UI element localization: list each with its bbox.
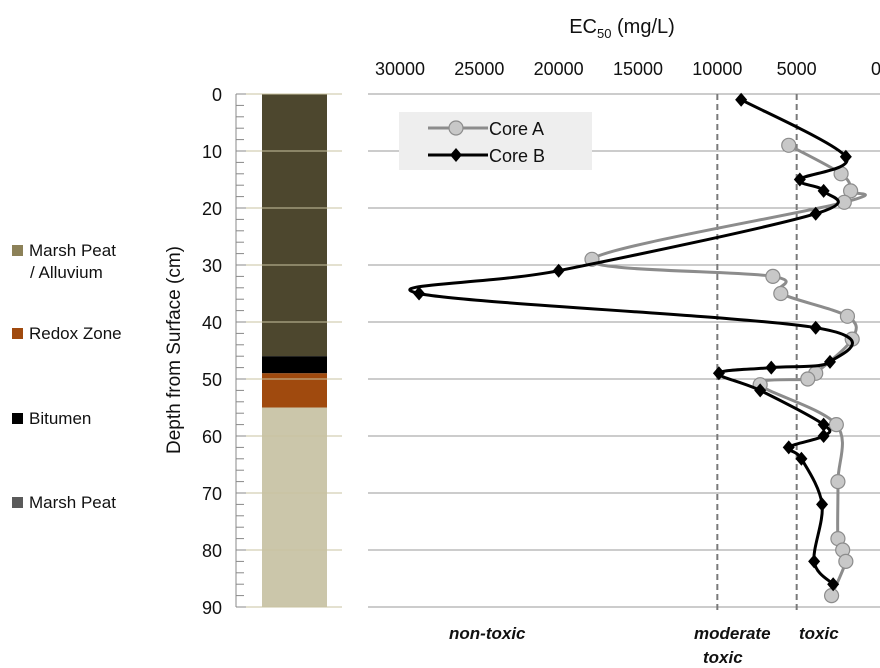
legend-swatch: [12, 245, 23, 256]
y-tick-label: 50: [202, 370, 222, 390]
horizontal-gridlines: [368, 93, 880, 608]
x-tick-label: 15000: [613, 59, 663, 79]
data-point: [413, 286, 426, 301]
series-core-b: [408, 92, 854, 592]
data-point: [795, 451, 808, 466]
category-toxic: toxic: [799, 624, 839, 643]
data-point: [735, 92, 748, 107]
data-point: [765, 268, 781, 284]
legend-marker: [450, 148, 462, 162]
lithology-legend-item: Redox Zone: [12, 323, 122, 345]
data-point: [765, 360, 778, 375]
y-axis-title: Depth from Surface (cm): [164, 246, 185, 454]
legend-swatch: [12, 497, 23, 508]
data-point: [827, 577, 840, 592]
data-point: [817, 429, 830, 443]
data-point: [782, 440, 795, 455]
data-point: [817, 417, 830, 432]
data-point: [838, 553, 854, 570]
y-tick-label: 90: [202, 598, 222, 618]
x-axis-title-main: EC: [569, 16, 597, 38]
legend-label: Bitumen: [29, 409, 92, 428]
data-point: [552, 263, 565, 278]
x-tick-label: 30000: [375, 59, 425, 79]
legend-label: Core B: [489, 146, 545, 166]
y-tick-label: 0: [212, 85, 222, 105]
depth-axis: 0 10 20 30 40 50 60 70 80 90: [202, 85, 342, 618]
legend-label: Core A: [489, 119, 544, 139]
data-point: [773, 285, 789, 302]
category-non-toxic: non-toxic: [449, 624, 526, 643]
legend-marker: [448, 120, 464, 136]
data-point: [823, 354, 836, 369]
lithology-legend-item: Marsh Peat / Alluvium: [12, 240, 116, 284]
category-moderate-line1: moderate: [694, 624, 771, 643]
y-tick-label: 10: [202, 142, 222, 162]
column-layer-0: [262, 94, 327, 357]
threshold-lines: [716, 94, 798, 612]
y-tick-label: 40: [202, 313, 222, 333]
y-tick-label: 60: [202, 427, 222, 447]
legend-label: Marsh Peat: [29, 241, 116, 260]
data-point: [809, 206, 822, 221]
x-tick-label: 10000: [692, 59, 742, 79]
legend-swatch: [12, 328, 23, 339]
column-layer-2: [262, 373, 327, 408]
data-point: [816, 497, 829, 512]
data-series: [408, 92, 867, 604]
data-point: [843, 183, 859, 199]
data-point: [754, 383, 767, 398]
data-point: [830, 474, 846, 490]
y-tick-label: 30: [202, 256, 222, 276]
x-tick-label: 5000: [777, 59, 817, 79]
y-tick-label: 20: [202, 199, 222, 219]
stratigraphic-column: [262, 94, 327, 607]
data-point: [781, 137, 797, 153]
series-core-a: [584, 137, 867, 604]
data-point: [839, 308, 856, 324]
data-point: [712, 366, 725, 381]
data-point: [809, 320, 822, 335]
x-axis-title-unit: (mg/L): [611, 16, 674, 38]
column-layer-1: [262, 356, 327, 374]
lithology-legend-item: Bitumen: [12, 408, 91, 430]
x-axis-title-subscript: 50: [597, 26, 611, 41]
legend-label: Marsh Peat: [29, 493, 116, 512]
category-moderate-line2: toxic: [703, 648, 743, 667]
x-tick-label: 0: [871, 59, 880, 79]
legend-label: Redox Zone: [29, 324, 122, 343]
data-point: [793, 172, 806, 187]
data-point: [808, 554, 821, 569]
series-legend: Core A Core B: [399, 112, 592, 170]
data-point: [839, 149, 852, 164]
y-tick-label: 70: [202, 484, 222, 504]
column-layer-3: [262, 407, 327, 607]
ec50-axis: 30000 25000 20000 15000 10000 5000 0: [375, 59, 880, 79]
data-point: [828, 417, 844, 433]
data-point: [817, 183, 830, 198]
data-point: [800, 371, 816, 387]
x-axis-title: EC50 (mg/L): [569, 16, 675, 41]
legend-background: [399, 112, 592, 170]
data-point: [823, 587, 840, 604]
legend-label-line2: / Alluvium: [30, 263, 103, 282]
legend-swatch: [12, 413, 23, 424]
lithology-legend-item: Marsh Peat: [12, 492, 116, 514]
y-tick-label: 80: [202, 541, 222, 561]
x-tick-label: 20000: [534, 59, 584, 79]
x-tick-label: 25000: [454, 59, 504, 79]
series-line: [408, 98, 854, 586]
